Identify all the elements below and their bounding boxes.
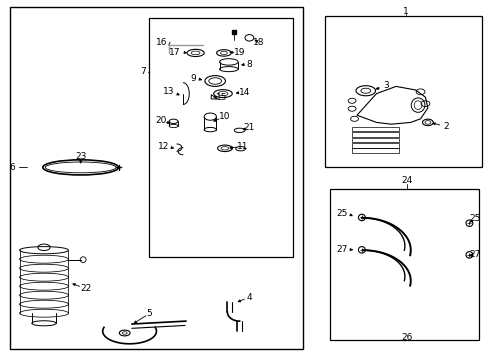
Bar bbox=[351, 148, 398, 153]
Text: 12: 12 bbox=[158, 142, 169, 151]
Text: 17: 17 bbox=[169, 48, 181, 57]
Bar bbox=[329, 189, 478, 340]
Bar bbox=[10, 7, 303, 349]
Text: 13: 13 bbox=[163, 87, 174, 96]
Text: 16: 16 bbox=[155, 37, 167, 46]
Text: 7: 7 bbox=[140, 68, 145, 77]
Text: 14: 14 bbox=[238, 88, 250, 97]
Text: 23: 23 bbox=[75, 152, 86, 161]
Bar bbox=[149, 18, 293, 257]
Text: 24: 24 bbox=[400, 176, 412, 185]
Bar bbox=[351, 127, 398, 131]
Text: 2: 2 bbox=[442, 122, 448, 131]
Text: 6: 6 bbox=[9, 163, 15, 172]
Text: 15: 15 bbox=[215, 94, 227, 102]
Bar bbox=[325, 16, 481, 167]
Text: 20: 20 bbox=[155, 116, 167, 125]
Text: 1: 1 bbox=[402, 7, 408, 16]
Text: 22: 22 bbox=[80, 284, 91, 293]
Text: 5: 5 bbox=[146, 309, 152, 318]
Text: 26: 26 bbox=[400, 333, 412, 342]
Text: 25: 25 bbox=[336, 209, 347, 217]
Text: 27: 27 bbox=[468, 250, 480, 259]
Bar bbox=[351, 143, 398, 148]
Text: 9: 9 bbox=[190, 74, 196, 83]
Text: 4: 4 bbox=[246, 292, 252, 302]
Text: 18: 18 bbox=[253, 37, 264, 46]
Text: 11: 11 bbox=[236, 142, 248, 151]
Text: 19: 19 bbox=[233, 48, 245, 57]
Text: 21: 21 bbox=[243, 123, 255, 132]
Text: 27: 27 bbox=[336, 245, 347, 253]
Text: 10: 10 bbox=[219, 112, 230, 121]
Bar bbox=[351, 132, 398, 137]
Text: 25: 25 bbox=[468, 214, 480, 223]
Bar bbox=[351, 138, 398, 142]
Text: 3: 3 bbox=[383, 81, 388, 90]
Text: 8: 8 bbox=[246, 60, 252, 69]
